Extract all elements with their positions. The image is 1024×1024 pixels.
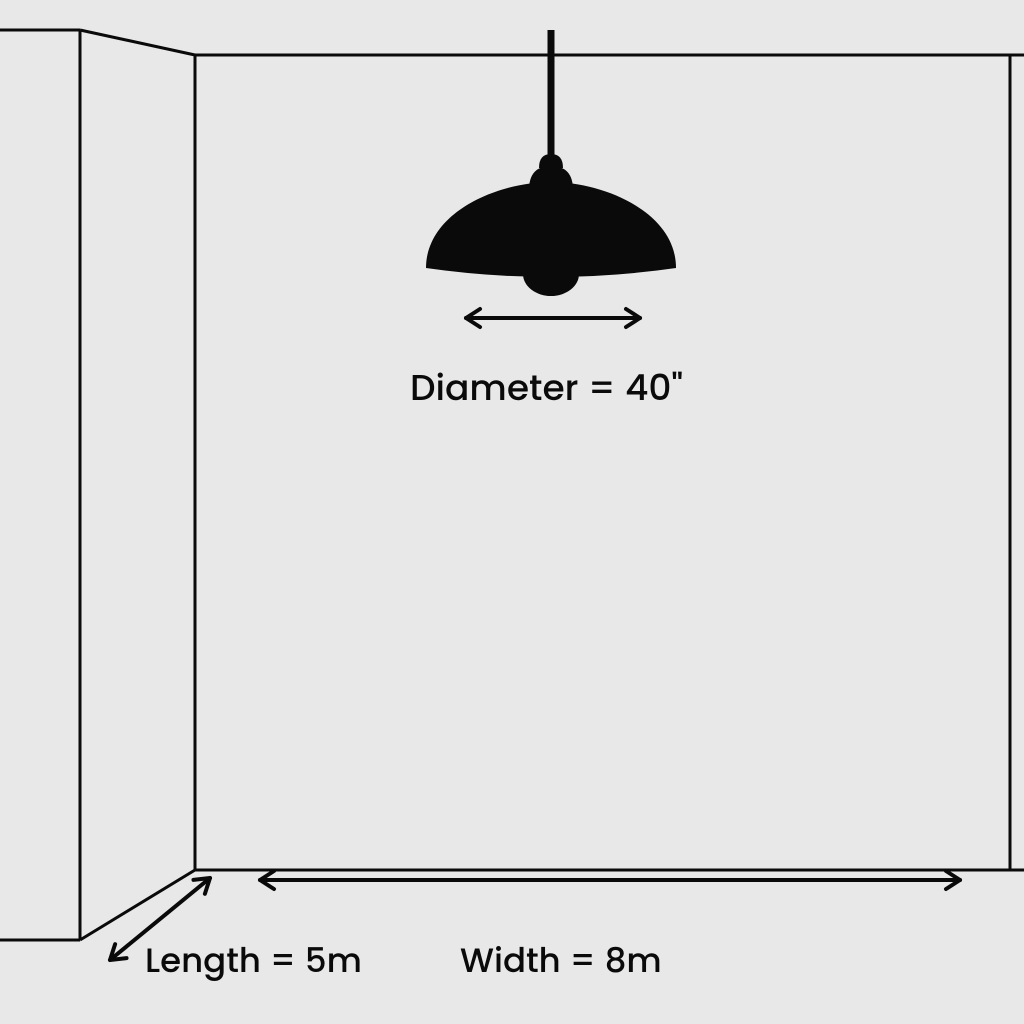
lamp-socket-cap <box>539 154 563 168</box>
diameter-label: Diameter = 40" <box>410 360 683 415</box>
lamp-bulb <box>523 274 579 296</box>
diagram-svg <box>0 0 1024 1024</box>
lamp-shade <box>426 182 676 277</box>
room-lamp-diagram: Diameter = 40" Length = 5m Width = 8m <box>0 0 1024 1024</box>
width-label: Width = 8m <box>460 935 662 986</box>
length-label: Length = 5m <box>145 935 362 986</box>
ceiling-left-diagonal <box>80 30 195 55</box>
